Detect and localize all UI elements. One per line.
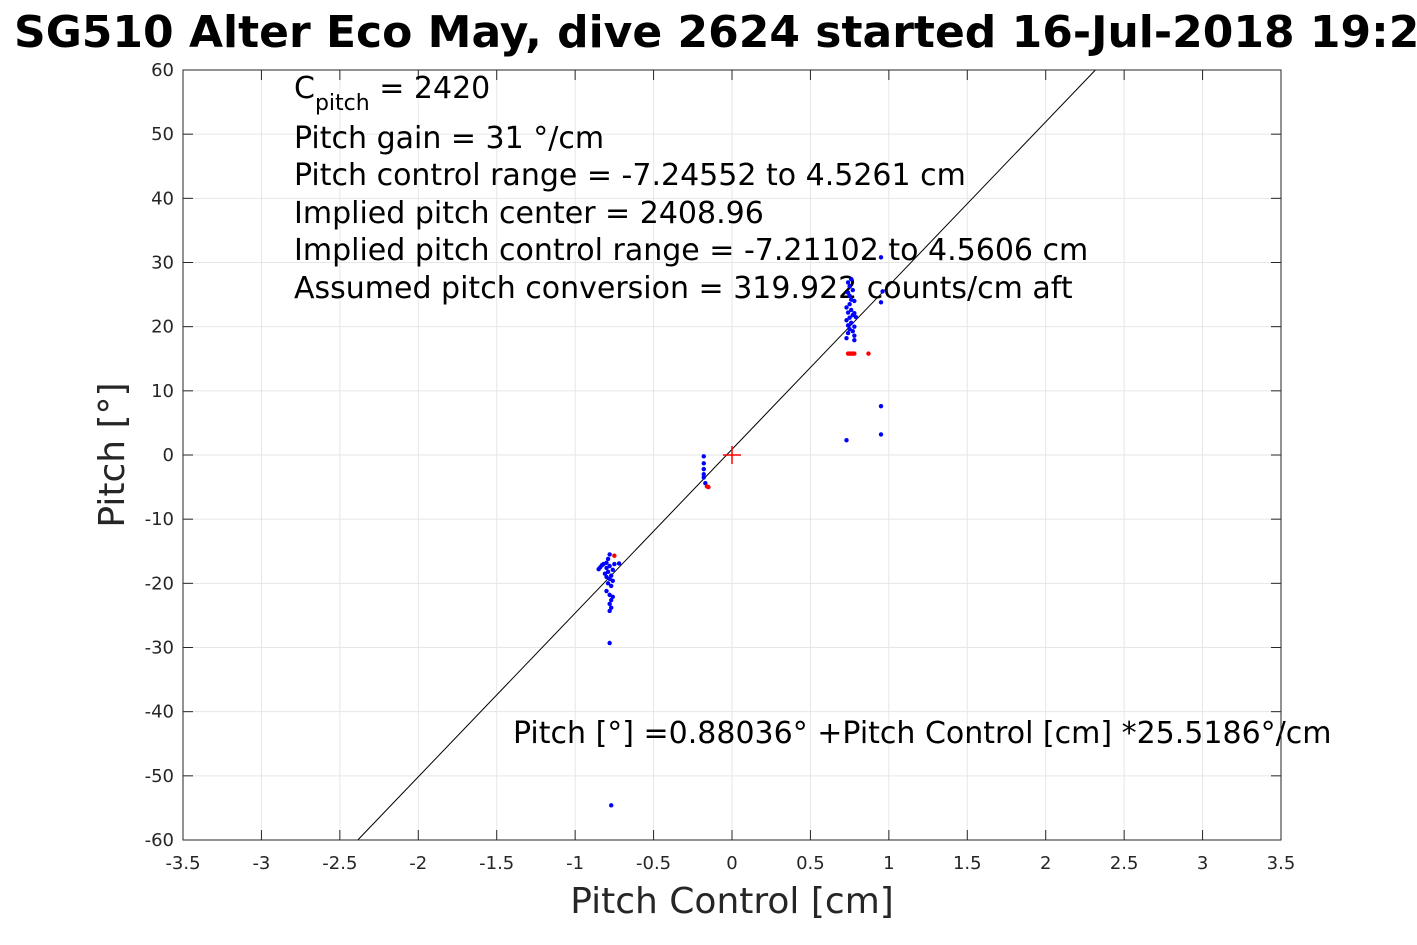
y-tick-label: -10 bbox=[145, 509, 174, 530]
data-point-blue bbox=[607, 563, 612, 569]
y-tick-label: 40 bbox=[151, 188, 174, 209]
data-point-blue bbox=[849, 320, 854, 326]
data-point-blue bbox=[612, 561, 617, 567]
data-point-blue bbox=[609, 583, 614, 589]
x-tick-label: 1 bbox=[883, 853, 894, 874]
x-tick-label: -1 bbox=[566, 853, 584, 874]
data-point-blue bbox=[852, 324, 857, 329]
y-tick-label: -60 bbox=[145, 830, 174, 851]
fit-equation-annotation: Pitch [°] =0.88036° +Pitch Control [cm] … bbox=[513, 716, 1331, 751]
data-point-blue bbox=[845, 310, 851, 315]
x-tick-label: -2 bbox=[409, 853, 427, 874]
data-point-blue bbox=[878, 432, 884, 437]
x-tick-label: 0 bbox=[726, 853, 737, 874]
y-tick-label: 10 bbox=[151, 381, 174, 402]
y-tick-label: 60 bbox=[151, 60, 174, 81]
data-point-blue bbox=[880, 289, 885, 294]
data-point-blue bbox=[701, 466, 706, 472]
y-tick-label: -50 bbox=[145, 766, 174, 787]
x-tick-label: -1.5 bbox=[479, 853, 514, 874]
data-point-blue bbox=[853, 314, 859, 320]
y-tick-label: 30 bbox=[151, 253, 174, 274]
x-tick-label: -3 bbox=[252, 853, 270, 874]
data-point-blue bbox=[607, 608, 612, 614]
data-marks bbox=[357, 69, 1096, 841]
annotation-block: Cpitch = 2420 Pitch gain = 31 °/cm Pitch… bbox=[294, 71, 1331, 751]
x-tick-label: 2 bbox=[1040, 853, 1051, 874]
x-tick-label: -3.5 bbox=[165, 853, 200, 874]
data-point-blue bbox=[609, 803, 614, 808]
data-point-blue bbox=[845, 280, 851, 285]
data-point-blue bbox=[844, 318, 849, 323]
data-point-blue bbox=[844, 305, 849, 310]
data-point-red bbox=[706, 484, 711, 490]
data-point-blue bbox=[609, 597, 614, 603]
data-point-blue bbox=[847, 284, 852, 289]
data-point-blue bbox=[849, 307, 854, 313]
data-point-blue bbox=[607, 601, 612, 607]
data-point-blue bbox=[701, 461, 706, 466]
data-point-blue bbox=[610, 578, 615, 583]
y-tick-label: -20 bbox=[145, 573, 174, 594]
data-point-blue bbox=[852, 337, 857, 343]
data-point-red bbox=[866, 351, 871, 356]
data-point-blue bbox=[845, 330, 851, 336]
data-point-blue bbox=[850, 287, 855, 293]
data-point-blue bbox=[607, 552, 612, 557]
x-tick-label: 0.5 bbox=[796, 853, 825, 874]
y-axis-label: Pitch [°] bbox=[92, 382, 133, 527]
x-axis-label: Pitch Control [cm] bbox=[570, 881, 894, 922]
pitch-gain-annotation: Pitch gain = 31 °/cm bbox=[294, 121, 604, 156]
y-axis-ticks: 60 50 40 30 20 10 0 -10 -20 -30 -40 -50 -60 bbox=[145, 60, 1281, 851]
data-point-blue bbox=[878, 404, 884, 409]
data-point-blue bbox=[701, 475, 706, 480]
y-tick-label: -40 bbox=[145, 702, 174, 723]
data-point-blue bbox=[852, 310, 857, 316]
data-point-blue bbox=[847, 315, 852, 320]
implied-center-annotation: Implied pitch center = 2408.96 bbox=[294, 196, 764, 231]
y-tick-label: -30 bbox=[145, 638, 174, 659]
data-point-blue bbox=[844, 438, 849, 443]
data-point-blue bbox=[605, 556, 611, 562]
data-point-blue bbox=[850, 328, 855, 334]
x-axis-ticks: -3.5 -3 -2.5 -2 -1.5 -1 -0.5 0 0.5 1 1.5 2 2.5 3 3.5 bbox=[165, 70, 1295, 874]
data-point-blue bbox=[607, 640, 612, 646]
y-tick-label: 0 bbox=[163, 445, 174, 466]
data-point-blue bbox=[610, 567, 615, 573]
x-tick-label: 2.5 bbox=[1110, 853, 1139, 874]
data-point-blue bbox=[596, 567, 601, 572]
y-tick-label: 20 bbox=[151, 317, 174, 338]
data-point-blue bbox=[604, 588, 609, 594]
data-point-blue bbox=[845, 323, 851, 328]
y-tick-label: 50 bbox=[151, 124, 174, 145]
x-tick-label: 3.5 bbox=[1267, 853, 1296, 874]
x-tick-label: -2.5 bbox=[322, 853, 357, 874]
data-point-blue bbox=[605, 581, 611, 586]
x-tick-label: 1.5 bbox=[953, 853, 982, 874]
data-point-blue bbox=[844, 336, 849, 341]
data-point-red bbox=[612, 553, 617, 558]
data-point-blue bbox=[701, 454, 706, 459]
data-point-blue bbox=[845, 290, 851, 295]
data-point-blue bbox=[616, 561, 622, 566]
x-tick-label: 3 bbox=[1197, 853, 1208, 874]
data-point-blue bbox=[701, 472, 706, 477]
data-point-blue bbox=[852, 333, 857, 338]
data-point-blue bbox=[878, 255, 884, 260]
plot-frame bbox=[182, 69, 1282, 841]
chart-title: SG510 Alter Eco May, dive 2624 started 1… bbox=[14, 7, 1417, 58]
data-point-blue bbox=[878, 300, 884, 305]
center-marker bbox=[723, 446, 741, 464]
x-tick-label: -0.5 bbox=[636, 853, 671, 874]
data-point-red bbox=[852, 351, 857, 356]
conversion-annotation: Assumed pitch conversion = 319.922 count… bbox=[294, 271, 1073, 306]
data-point-blue bbox=[849, 276, 854, 282]
implied-range-annotation: Implied pitch control range = -7.21102 t… bbox=[294, 233, 1088, 268]
data-point-blue bbox=[847, 302, 852, 307]
data-point-blue bbox=[852, 298, 857, 304]
c-pitch-annotation: Cpitch = 2420 bbox=[294, 71, 490, 116]
control-range-annotation: Pitch control range = -7.24552 to 4.5261… bbox=[294, 158, 966, 193]
